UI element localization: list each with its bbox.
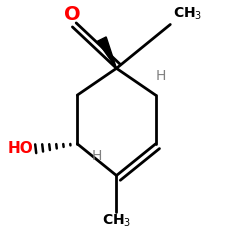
Text: CH$_3$: CH$_3$ [173,6,202,22]
Text: HO: HO [8,141,33,156]
Polygon shape [98,37,116,68]
Text: O: O [64,6,81,25]
Text: H: H [92,149,102,163]
Text: CH$_3$: CH$_3$ [102,213,131,229]
Text: H: H [156,69,166,83]
